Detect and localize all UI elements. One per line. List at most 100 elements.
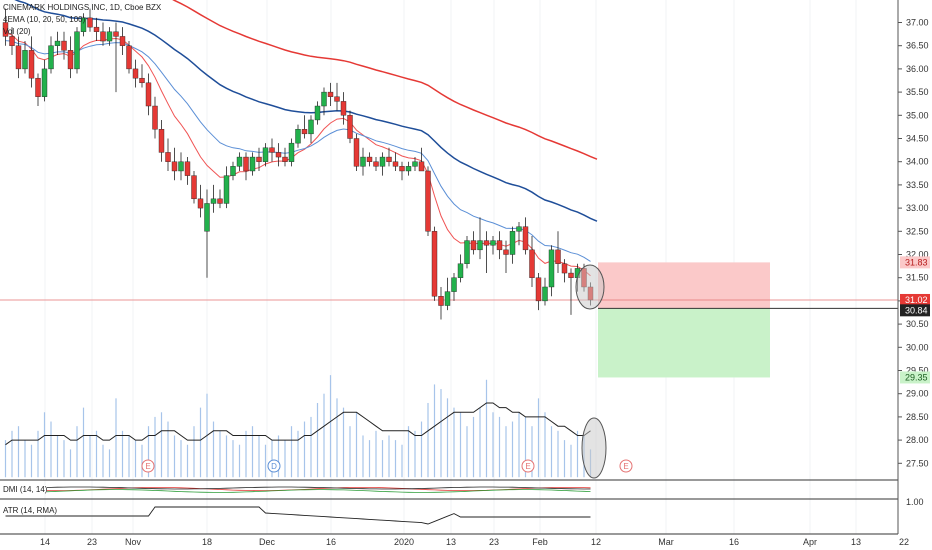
volume-legend: Vol (20) [3, 27, 31, 36]
candle-body [276, 152, 281, 157]
highlight-ellipse-price [576, 265, 604, 309]
candle-body [510, 231, 515, 254]
price-axis-label: 29.00 [906, 389, 929, 399]
price-axis-label: 34.50 [906, 134, 929, 144]
highlight-ellipse-volume [582, 418, 606, 478]
candle-body [419, 162, 424, 171]
time-axis-label: 23 [87, 537, 97, 547]
candle-body [393, 162, 398, 167]
candle-body [322, 92, 327, 106]
profit-target-zone [598, 308, 770, 377]
target-price-badge: 29.35 [905, 372, 928, 382]
earnings-marker-label: E [623, 462, 628, 471]
candle-body [543, 287, 548, 301]
last-price-badge: 31.02 [905, 295, 928, 305]
candle-body [211, 199, 216, 204]
dmi-legend: DMI (14, 14) [3, 485, 47, 494]
candle-body [471, 241, 476, 250]
candle-body [23, 50, 28, 69]
time-axis-label: 14 [40, 537, 50, 547]
candle-body [172, 162, 177, 171]
candle-body [166, 152, 171, 161]
candle-body [556, 250, 561, 264]
candle-body [68, 50, 73, 69]
candle-body [491, 241, 496, 246]
time-axis-label: 12 [591, 537, 601, 547]
candle-body [374, 162, 379, 167]
candle-body [426, 171, 431, 231]
atr-axis-label: 1.00 [906, 497, 924, 507]
candle-body [406, 166, 411, 171]
price-axis-label: 35.50 [906, 87, 929, 97]
candle-body [328, 92, 333, 97]
candle-body [205, 203, 210, 231]
candle-body [536, 278, 541, 301]
price-axis-label: 27.50 [906, 458, 929, 468]
candle-body [62, 41, 67, 50]
price-axis-label: 28.50 [906, 412, 929, 422]
candle-body [75, 32, 80, 69]
ema20-line [6, 41, 591, 262]
candle-body [49, 46, 54, 69]
candle-body [523, 227, 528, 250]
candle-body [16, 46, 21, 69]
candle-body [309, 120, 314, 134]
candle-body [192, 176, 197, 199]
candle-body [101, 32, 106, 41]
price-axis-label: 34.00 [906, 157, 929, 167]
candle-body [263, 148, 268, 162]
time-axis-label: Feb [532, 537, 548, 547]
candle-body [504, 250, 509, 255]
stop-price-badge: 31.83 [905, 257, 928, 267]
ema-legend: 4EMA (10, 20, 50, 100) [3, 15, 85, 24]
earnings-marker-label: E [525, 462, 530, 471]
candle-body [159, 129, 164, 152]
candle-body [198, 199, 203, 208]
time-axis-label: 23 [489, 537, 499, 547]
candle-body [153, 106, 158, 129]
time-axis-label: 2020 [394, 537, 414, 547]
candle-body [120, 36, 125, 45]
price-axis-label: 30.00 [906, 342, 929, 352]
candle-body [335, 97, 340, 102]
price-axis-label: 35.00 [906, 110, 929, 120]
chart-title: CINEMARK HOLDINGS INC, 1D, Cboe BZX [3, 3, 161, 12]
candle-body [478, 241, 483, 250]
candle-body [432, 231, 437, 296]
time-axis-label: 22 [899, 537, 909, 547]
candle-body [107, 32, 112, 41]
candle-body [302, 129, 307, 134]
candle-body [400, 166, 405, 171]
candle-body [562, 264, 567, 273]
ema10-line [6, 33, 591, 276]
candle-body [289, 143, 294, 162]
candle-body [354, 139, 359, 167]
candle-body [94, 27, 99, 32]
candle-body [380, 157, 385, 166]
candle-body [341, 101, 346, 115]
entry-price-badge: 30.84 [905, 305, 928, 315]
candle-body [257, 157, 262, 162]
time-axis-label: Mar [658, 537, 674, 547]
candle-body [497, 241, 502, 250]
time-axis-label: 16 [326, 537, 336, 547]
candle-body [484, 241, 489, 246]
price-axis-label: 30.50 [906, 319, 929, 329]
candle-body [452, 278, 457, 292]
candle-body [133, 69, 138, 78]
candle-body [42, 69, 47, 97]
candle-body [127, 46, 132, 69]
candle-body [361, 157, 366, 166]
candle-body [179, 162, 184, 171]
candle-body [458, 264, 463, 278]
candle-body [36, 78, 41, 97]
time-axis-label: Nov [125, 537, 142, 547]
candle-body [348, 115, 353, 138]
dmi-line [6, 487, 591, 489]
earnings-marker-label: D [271, 462, 277, 471]
candle-body [413, 162, 418, 167]
time-axis-label: Dec [259, 537, 276, 547]
stop-loss-zone [598, 262, 770, 308]
candle-body [465, 241, 470, 264]
